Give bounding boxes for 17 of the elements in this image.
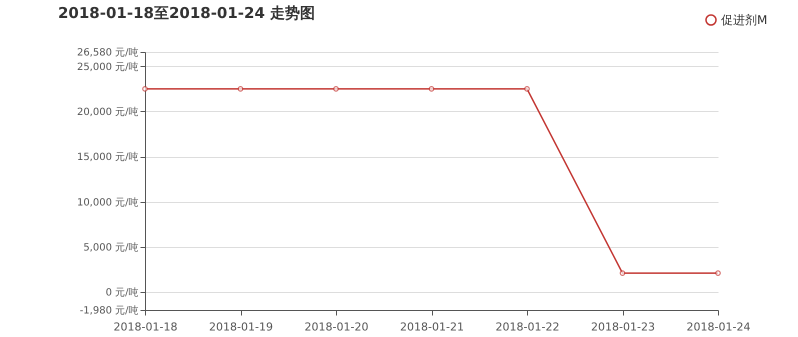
y-tick-label: -1,980 元/吨 <box>80 304 138 316</box>
x-tick-label: 2018-01-23 <box>591 320 655 334</box>
y-tick-label: 26,580 元/吨 <box>76 46 138 58</box>
x-tick-label: 2018-01-19 <box>209 320 273 334</box>
y-tick-label: 0 元/吨 <box>106 286 138 299</box>
y-tick-label: 15,000 元/吨 <box>76 151 138 164</box>
y-tick-label: 25,000 元/吨 <box>76 60 138 73</box>
x-tick-label: 2018-01-20 <box>304 320 368 334</box>
y-tick-label: 10,000 元/吨 <box>76 196 138 208</box>
x-tick-label: 2018-01-22 <box>496 320 560 334</box>
legend-label: 促进剂M <box>721 13 768 27</box>
x-tick-label: 2018-01-18 <box>114 320 178 334</box>
x-tick-label: 2018-01-24 <box>686 320 750 334</box>
y-tick-label: 20,000 元/吨 <box>76 106 138 118</box>
x-tick-label: 2018-01-21 <box>400 320 464 334</box>
chart-title: 2018-01-18至2018-01-24 走势图 <box>58 4 316 23</box>
y-tick-label: 5,000 元/吨 <box>83 241 138 254</box>
